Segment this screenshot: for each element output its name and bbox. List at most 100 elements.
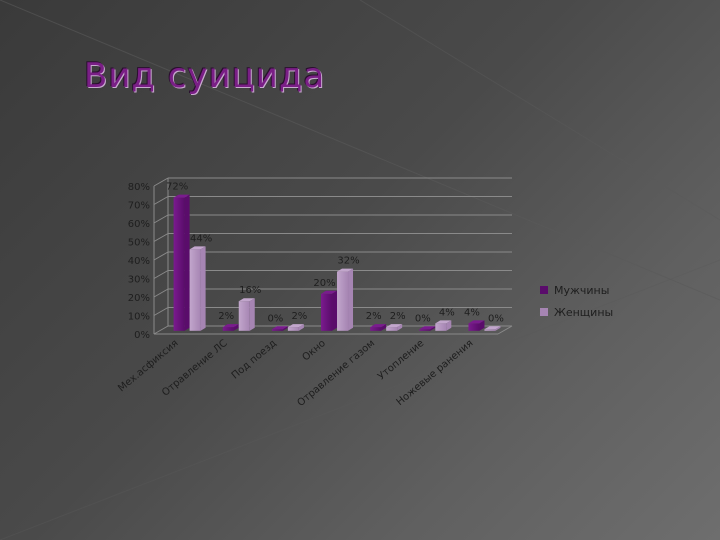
bar-top: [386, 324, 403, 328]
bar-top: [419, 326, 436, 330]
bar-top: [189, 246, 206, 250]
y-tick-label: 80%: [128, 182, 150, 193]
y-tick-label: 20%: [128, 293, 150, 304]
bar-side: [233, 324, 239, 331]
legend: Мужчины Женщины: [540, 284, 613, 319]
data-label: 16%: [239, 285, 261, 296]
bar-front: [222, 327, 234, 331]
data-label: 32%: [337, 256, 359, 267]
bar-side: [184, 194, 190, 331]
bar-front: [271, 329, 283, 331]
y-tick-label: 70%: [128, 201, 150, 212]
bar-front: [370, 327, 382, 331]
bar-side: [479, 320, 485, 331]
bar-front: [189, 249, 201, 331]
gridline-side: [153, 251, 169, 261]
bar-top: [222, 324, 239, 328]
bar-top: [321, 290, 338, 294]
bar-front: [173, 197, 185, 331]
data-label: 20%: [313, 278, 335, 289]
bar-top: [337, 268, 354, 272]
bar-side: [430, 326, 436, 331]
bar-women: [337, 268, 354, 331]
bar-side: [282, 326, 288, 331]
bar-front: [468, 323, 480, 331]
bar-front: [484, 329, 496, 331]
x-tick-label: Под поезд: [230, 338, 279, 382]
bar-side: [446, 320, 452, 331]
bar-men: [468, 320, 485, 331]
gridline-side: [153, 233, 169, 242]
legend-swatch: [540, 286, 548, 294]
bar-men: [173, 194, 190, 331]
data-label: 44%: [190, 233, 212, 244]
gridline-side: [153, 270, 169, 279]
data-label: 2%: [218, 311, 234, 322]
bar-men: [271, 326, 288, 331]
bar-women: [386, 324, 403, 331]
data-label: 0%: [267, 313, 283, 324]
data-label: 2%: [390, 311, 406, 322]
bar-front: [435, 323, 447, 331]
data-labels: 72% 2% 0% 20% 2% 0% 4% 44% 16% 2% 32% 2% 4% 0%: [166, 182, 504, 325]
bar-side: [397, 324, 403, 331]
bar-side: [381, 324, 387, 331]
x-tick-label: Окно: [300, 338, 327, 364]
data-label: 0%: [415, 313, 431, 324]
bar-front: [321, 293, 333, 331]
bar-front: [238, 301, 250, 331]
data-label: 2%: [366, 311, 382, 322]
y-tick-label: 60%: [128, 219, 150, 230]
y-tick-label: 40%: [128, 256, 150, 267]
bar-women: [238, 298, 255, 331]
bar-front: [337, 271, 349, 331]
bar-men: [222, 324, 239, 331]
bar-side: [348, 268, 354, 331]
y-tick-label: 50%: [128, 238, 150, 249]
bar-side: [495, 326, 501, 331]
bar-women: [287, 324, 304, 331]
data-label: 0%: [488, 313, 504, 324]
bar-front: [287, 327, 299, 331]
bar-top: [173, 194, 190, 198]
gridline-side: [153, 177, 169, 187]
y-tick-label: 30%: [128, 275, 150, 286]
bar-front: [419, 329, 431, 331]
gridline-side: [153, 288, 169, 298]
bar-men: [321, 290, 338, 331]
bar-side: [200, 246, 206, 331]
legend-label: Женщины: [554, 306, 613, 319]
gridline-side: [153, 214, 169, 224]
x-tick-label: Утопление: [376, 338, 426, 383]
bar-top: [238, 298, 255, 302]
bar-top: [435, 320, 452, 324]
legend-swatch: [540, 308, 548, 316]
y-tick-label: 0%: [134, 330, 150, 341]
bar-women: [189, 246, 206, 331]
y-tick-label: 10%: [128, 312, 150, 323]
data-label: 4%: [439, 307, 455, 318]
bar-men: [419, 326, 436, 331]
data-label: 2%: [291, 311, 307, 322]
bar-men: [370, 324, 387, 331]
bar-top: [370, 324, 387, 328]
floor-edge: [497, 325, 513, 335]
bar-side: [249, 298, 255, 331]
legend-label: Мужчины: [554, 284, 609, 297]
y-axis: 0% 10% 20% 30% 40% 50% 60% 70% 80%: [128, 182, 150, 341]
bar-side: [298, 324, 304, 331]
bar-women: [435, 320, 452, 331]
gridline-side: [153, 196, 169, 205]
bar-top: [287, 324, 304, 328]
data-label: 4%: [464, 307, 480, 318]
bar-top: [271, 326, 288, 330]
bar-top: [484, 326, 501, 330]
bar-top: [468, 320, 485, 324]
gridline-side: [153, 307, 169, 316]
data-label: 72%: [166, 182, 188, 193]
gridline-side: [153, 325, 169, 335]
slide-title: Вид суицида: [84, 56, 326, 96]
